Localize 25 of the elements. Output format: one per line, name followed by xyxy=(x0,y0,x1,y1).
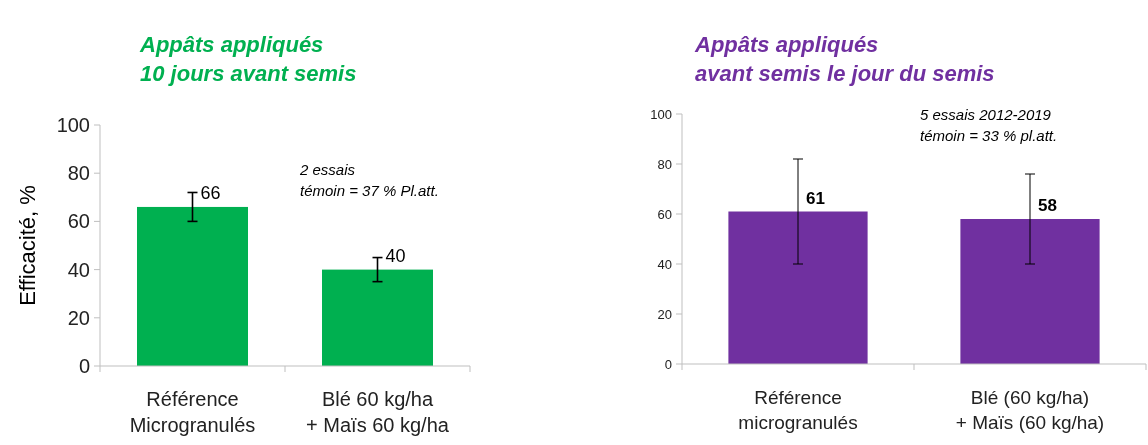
y-tick-label: 0 xyxy=(664,356,672,372)
chart-title: Appâts appliqués avant semis le jour du semis xyxy=(694,32,995,86)
y-tick-label: 80 xyxy=(657,156,672,172)
y-tick-label: 60 xyxy=(657,206,672,222)
y-tick-label: 100 xyxy=(650,106,672,122)
x-tick-label: Référence microgranulés xyxy=(738,387,858,433)
x-tick-label: Blé 60 kg/ha + Maïs 60 kg/ha xyxy=(306,388,450,436)
annotation: 5 essais 2012-2019 témoin = 33 % pl.att. xyxy=(920,106,1058,144)
y-tick-label: 20 xyxy=(657,306,672,322)
y-tick-label: 40 xyxy=(657,256,672,272)
y-tick-label: 20 xyxy=(67,306,90,329)
x-tick-label: Blé (60 kg/ha) + Maïs (60 kg/ha) xyxy=(955,387,1105,433)
y-tick-label: 40 xyxy=(67,258,90,281)
chart-title: Appâts appliqués 10 jours avant semis xyxy=(139,32,357,86)
data-label: 66 xyxy=(200,182,221,203)
data-label: 40 xyxy=(385,245,406,266)
y-tick-label: 60 xyxy=(67,210,90,233)
y-axis-title: Efficacité, % xyxy=(15,185,40,306)
annotation: 2 essais témoin = 37 % Pl.att. xyxy=(299,161,439,199)
x-tick-label: Référence Microgranulés xyxy=(129,388,256,436)
y-tick-label: 0 xyxy=(78,355,90,377)
y-tick-label: 100 xyxy=(56,114,90,136)
y-tick-label: 80 xyxy=(67,162,90,185)
data-label: 58 xyxy=(1038,196,1057,215)
data-label: 61 xyxy=(806,188,825,208)
